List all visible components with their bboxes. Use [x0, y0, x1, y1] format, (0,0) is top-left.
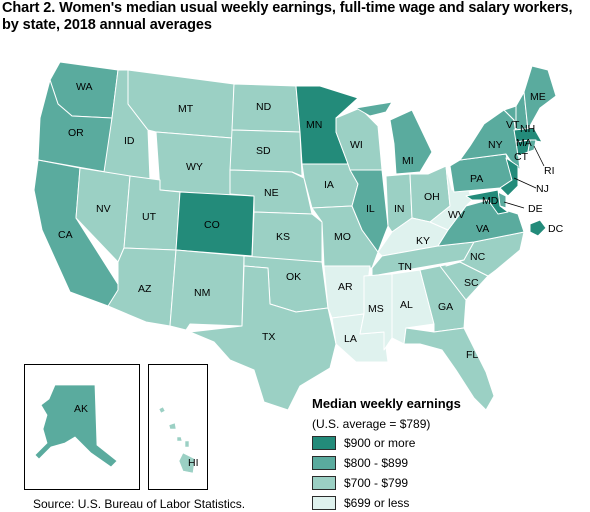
- label-DE: DE: [528, 203, 543, 215]
- legend-item: $800 - $899: [312, 456, 542, 471]
- label-NE: NE: [264, 187, 279, 199]
- label-WI: WI: [350, 139, 363, 151]
- label-AK: AK: [74, 403, 89, 415]
- label-TN: TN: [398, 261, 412, 273]
- label-NV: NV: [96, 203, 111, 215]
- label-TX: TX: [262, 331, 276, 343]
- label-MI: MI: [402, 155, 414, 167]
- label-IA: IA: [324, 179, 334, 191]
- label-RI: RI: [544, 165, 555, 177]
- state-RI: [527, 139, 537, 153]
- label-NC: NC: [470, 251, 486, 263]
- label-PA: PA: [470, 173, 484, 185]
- state-AK: [34, 384, 118, 468]
- label-OK: OK: [286, 271, 302, 283]
- label-ID: ID: [124, 135, 135, 147]
- label-NH: NH: [520, 123, 536, 135]
- state-TX: [189, 265, 337, 411]
- label-NJ: NJ: [536, 183, 549, 195]
- legend-swatch: [312, 456, 336, 470]
- label-WA: WA: [76, 81, 93, 93]
- label-VA: VA: [476, 223, 490, 235]
- source-note: Source: U.S. Bureau of Labor Statistics.: [33, 497, 246, 511]
- label-IN: IN: [394, 203, 405, 215]
- label-VT: VT: [506, 119, 520, 131]
- state-MD: [465, 189, 509, 215]
- legend-item: $900 or more: [312, 436, 542, 451]
- label-GA: GA: [438, 301, 454, 313]
- label-FL: FL: [466, 349, 479, 361]
- legend-label: $900 or more: [344, 436, 416, 450]
- label-CA: CA: [58, 229, 73, 241]
- state-FL: [403, 327, 495, 411]
- alaska-inset: [24, 364, 140, 490]
- label-OH: OH: [424, 191, 440, 203]
- label-KY: KY: [416, 235, 431, 247]
- legend-label: $699 or less: [344, 496, 410, 510]
- label-DC: DC: [548, 223, 564, 235]
- state-MI: [355, 101, 433, 175]
- label-NM: NM: [194, 287, 211, 299]
- state-IL: [349, 169, 389, 253]
- legend-item: $699 or less: [312, 496, 542, 511]
- label-MT: MT: [178, 103, 194, 115]
- hawaii-island-small: [158, 406, 190, 448]
- hawaii-inset: [148, 364, 208, 490]
- state-DC: [529, 219, 547, 237]
- chart-title: Chart 2. Women's median usual weekly ear…: [2, 0, 573, 33]
- legend-label: $700 - $799: [344, 476, 409, 490]
- label-HI: HI: [188, 457, 199, 469]
- label-MA: MA: [516, 137, 532, 149]
- label-AL: AL: [400, 299, 413, 311]
- label-WY: WY: [186, 161, 203, 173]
- label-WV: WV: [448, 209, 465, 221]
- label-SD: SD: [256, 145, 271, 157]
- legend-item: $700 - $799: [312, 476, 542, 491]
- label-MS: MS: [368, 303, 384, 315]
- label-ND: ND: [256, 101, 272, 113]
- label-KS: KS: [276, 231, 291, 243]
- legend-title: Median weekly earnings: [312, 396, 461, 411]
- label-AR: AR: [338, 281, 353, 293]
- label-UT: UT: [142, 211, 156, 223]
- label-AZ: AZ: [138, 283, 152, 295]
- legend-subtitle: (U.S. average = $789): [312, 417, 431, 431]
- state-NJ: [499, 157, 519, 197]
- legend-label: $800 - $899: [344, 456, 409, 470]
- state-HI: [178, 452, 196, 474]
- label-MD: MD: [482, 195, 499, 207]
- label-MO: MO: [334, 231, 351, 243]
- legend-swatch: [312, 436, 336, 450]
- label-SC: SC: [464, 277, 479, 289]
- label-OR: OR: [68, 127, 84, 139]
- label-CO: CO: [204, 219, 220, 231]
- legend-swatch: [312, 496, 336, 510]
- legend-swatch: [312, 476, 336, 490]
- label-CT: CT: [514, 151, 528, 163]
- label-MN: MN: [306, 119, 323, 131]
- label-IL: IL: [366, 203, 375, 215]
- label-NY: NY: [488, 139, 503, 151]
- state-KS: [251, 211, 323, 263]
- label-ME: ME: [530, 91, 546, 103]
- label-LA: LA: [344, 333, 357, 345]
